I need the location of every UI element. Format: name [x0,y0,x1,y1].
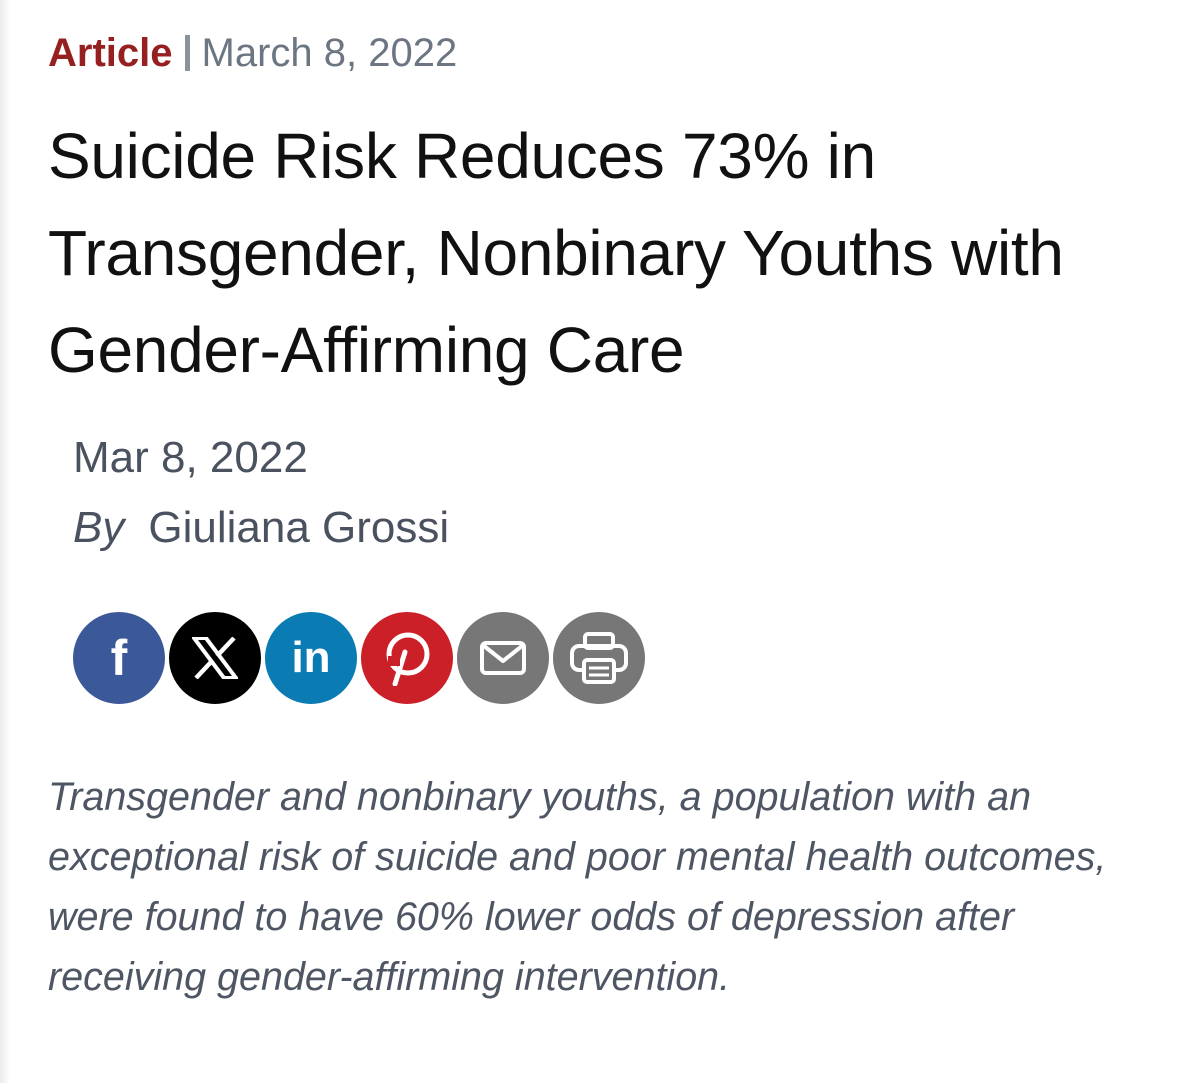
linkedin-icon: in [291,633,331,682]
share-facebook-button[interactable]: f [72,611,166,705]
x-icon [192,637,238,679]
byline-date: Mar 8, 2022 [73,433,308,482]
share-linkedin-button[interactable]: in [264,611,358,705]
byline-by-label: By [73,503,125,552]
printer-icon [570,632,628,684]
article-headline: Suicide Risk Reduces 73% in Transgender,… [48,120,1064,386]
envelope-icon [480,641,526,675]
article-meta: Article March 8, 2022 [48,26,457,80]
pinterest-icon [386,632,430,686]
page-left-edge [0,0,10,1083]
author-name[interactable]: Giuliana Grossi [148,503,450,552]
share-buttons: f in [72,611,652,707]
header-date: March 8, 2022 [201,31,458,75]
share-email-button[interactable] [456,611,550,705]
category-label[interactable]: Article [48,31,173,75]
facebook-icon: f [110,630,128,686]
share-print-button[interactable] [552,611,646,705]
meta-divider [184,35,190,71]
byline: By Giuliana Grossi [73,500,449,556]
share-x-button[interactable] [168,611,262,705]
share-pinterest-button[interactable] [360,611,454,705]
article-summary: Transgender and nonbinary youths, a popu… [48,775,1107,999]
